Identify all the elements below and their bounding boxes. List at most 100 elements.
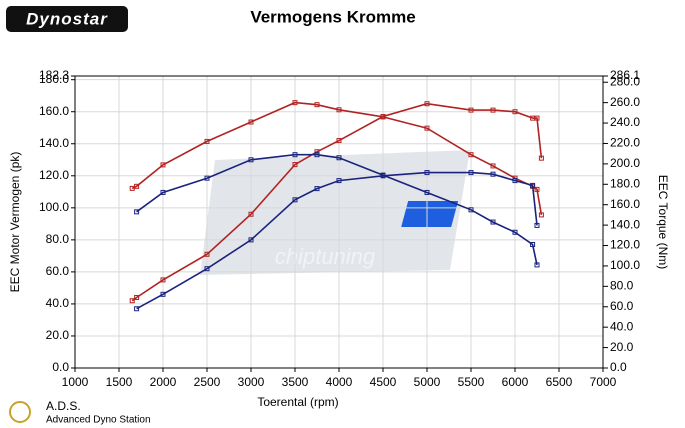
y2-tick-label: 240.0 — [610, 115, 640, 129]
y-tick-label: 40.0 — [46, 296, 70, 310]
point-marker — [160, 162, 166, 168]
x-axis-label: Toerental (rpm) — [257, 395, 338, 409]
x-tick-label: 1000 — [62, 375, 89, 389]
point-marker — [530, 242, 536, 248]
point-marker — [512, 109, 518, 115]
point-marker — [292, 162, 298, 168]
series-line — [131, 102, 543, 302]
point-marker — [468, 107, 474, 113]
point-marker — [160, 291, 166, 297]
x-tick-label: 3500 — [282, 375, 309, 389]
watermark: chiptuning — [200, 150, 470, 275]
point-marker — [204, 251, 210, 257]
series-line — [136, 171, 538, 310]
point-marker — [314, 186, 320, 192]
point-marker — [160, 189, 166, 195]
point-marker — [134, 209, 140, 215]
point-marker — [248, 157, 254, 163]
x-tick-label: 2500 — [194, 375, 221, 389]
x-tick-label: 6000 — [502, 375, 529, 389]
point-marker — [134, 295, 140, 301]
point-marker — [534, 186, 540, 192]
point-marker — [538, 212, 544, 218]
y-tick-label: 100.0 — [39, 200, 69, 214]
y2-tick-label: 286.1 — [610, 68, 640, 82]
point-marker — [292, 100, 298, 106]
brand: Dynostar — [26, 9, 108, 28]
point-marker — [490, 171, 496, 177]
point-marker — [336, 107, 342, 113]
y2-tick-label: 280.0 — [610, 74, 640, 88]
y2-axis-label: EEC Torque (Nm) — [656, 175, 670, 269]
point-marker — [336, 138, 342, 144]
point-marker — [160, 277, 166, 283]
plot-frame — [74, 75, 604, 369]
y2-tick-label: 0.0 — [610, 360, 627, 374]
x-tick-label: 5500 — [458, 375, 485, 389]
y2-tick-label: 120.0 — [610, 238, 640, 252]
footer-title: A.D.S. — [46, 399, 81, 413]
point-marker — [380, 114, 386, 120]
point-marker — [512, 229, 518, 235]
point-marker — [380, 173, 386, 179]
y-tick-label: 20.0 — [46, 328, 70, 342]
watermark-text: chiptuning — [275, 244, 376, 269]
point-marker — [490, 107, 496, 113]
x-tick-label: 3000 — [238, 375, 265, 389]
y-tick-label: 140.0 — [39, 136, 69, 150]
y2-tick-label: 260.0 — [610, 95, 640, 109]
brand-box — [6, 6, 128, 32]
point-marker — [468, 170, 474, 176]
x-tick-label: 4000 — [326, 375, 353, 389]
point-marker — [490, 219, 496, 225]
point-marker — [248, 237, 254, 243]
x-tick-label: 2000 — [150, 375, 177, 389]
y-tick-label: 120.0 — [39, 168, 69, 182]
y2-tick-label: 200.0 — [610, 156, 640, 170]
x-tick-label: 6500 — [546, 375, 573, 389]
chart-title: Vermogens Kromme — [250, 7, 415, 26]
point-marker — [424, 125, 430, 131]
watermark-block — [401, 201, 459, 227]
point-marker — [129, 298, 135, 304]
point-marker — [314, 102, 320, 108]
point-marker — [512, 178, 518, 184]
watermark-shape — [200, 150, 470, 275]
x-tick-label: 4500 — [370, 375, 397, 389]
point-marker — [424, 189, 430, 195]
y-axis-label: EEC Motor Vermogen (pk) — [8, 152, 22, 293]
y2-tick-label: 40.0 — [610, 319, 634, 333]
y2-tick-label: 220.0 — [610, 136, 640, 150]
y2-tick-label: 80.0 — [610, 279, 634, 293]
y-tick-label: 160.0 — [39, 104, 69, 118]
y-tick-label: 180.0 — [39, 72, 69, 86]
point-marker — [204, 175, 210, 181]
point-marker — [248, 211, 254, 217]
point-marker — [292, 152, 298, 158]
series-line — [136, 153, 538, 266]
y2-tick-label: 60.0 — [610, 299, 634, 313]
point-marker — [468, 207, 474, 213]
point-marker — [534, 222, 540, 228]
y-tick-label: 60.0 — [46, 264, 70, 278]
y-tick-label: 0.0 — [52, 360, 69, 374]
point-marker — [424, 101, 430, 107]
x-tick-label: 5000 — [414, 375, 441, 389]
y2-tick-label: 140.0 — [610, 217, 640, 231]
point-marker — [530, 182, 536, 188]
point-marker — [538, 155, 544, 161]
point-marker — [314, 149, 320, 155]
point-marker — [534, 262, 540, 268]
footer-subtitle: Advanced Dyno Station — [46, 415, 151, 426]
point-marker — [490, 163, 496, 169]
y2-tick-label: 160.0 — [610, 197, 640, 211]
footer-logo — [9, 401, 31, 423]
y-tick-label: 182.3 — [39, 68, 69, 82]
point-marker — [204, 138, 210, 144]
y2-tick-label: 20.0 — [610, 340, 634, 354]
point-marker — [134, 183, 140, 189]
y2-tick-label: 180.0 — [610, 176, 640, 190]
x-tick-label: 7000 — [590, 375, 617, 389]
point-marker — [534, 115, 540, 121]
